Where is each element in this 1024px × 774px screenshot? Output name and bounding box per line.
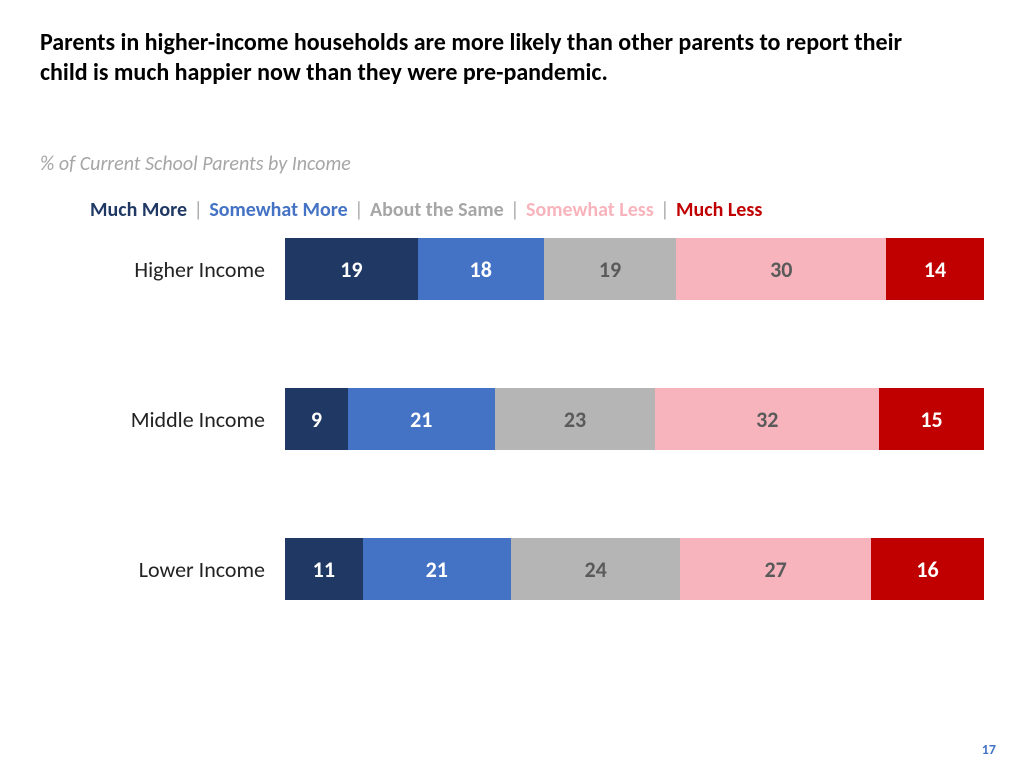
bar-segment: 16 <box>871 538 984 600</box>
bar-segment: 32 <box>655 388 879 450</box>
bar-higher-income: 19 18 19 30 14 <box>285 238 984 300</box>
bar-lower-income: 11 21 24 27 16 <box>285 538 984 600</box>
bar-segment: 15 <box>879 388 984 450</box>
legend-separator: | <box>192 198 205 222</box>
row-label-higher-income: Higher Income <box>40 256 285 283</box>
legend-separator: | <box>352 198 365 222</box>
bar-segment: 21 <box>363 538 511 600</box>
bar-segment: 27 <box>680 538 871 600</box>
bar-segment: 24 <box>511 538 680 600</box>
stacked-bar-chart: Higher Income 19 18 19 30 14 Middle Inco… <box>40 238 984 600</box>
chart-row: Lower Income 11 21 24 27 16 <box>40 538 984 600</box>
legend-item-somewhat-less: Somewhat Less <box>526 198 654 222</box>
legend-item-much-more: Much More <box>90 198 187 222</box>
bar-middle-income: 9 21 23 32 15 <box>285 388 984 450</box>
legend-separator: | <box>658 198 671 222</box>
bar-segment: 19 <box>544 238 677 300</box>
chart-row: Middle Income 9 21 23 32 15 <box>40 388 984 450</box>
legend-item-much-less: Much Less <box>676 198 762 222</box>
bar-segment: 21 <box>348 388 495 450</box>
legend-separator: | <box>508 198 521 222</box>
legend-item-about-same: About the Same <box>370 198 504 222</box>
bar-segment: 14 <box>886 238 984 300</box>
bar-segment: 11 <box>285 538 363 600</box>
slide: Parents in higher-income households are … <box>0 0 1024 774</box>
row-label-lower-income: Lower Income <box>40 556 285 583</box>
bar-segment: 19 <box>285 238 418 300</box>
chart-row: Higher Income 19 18 19 30 14 <box>40 238 984 300</box>
legend-item-somewhat-more: Somewhat More <box>209 198 347 222</box>
slide-subtitle: % of Current School Parents by Income <box>40 152 984 176</box>
page-number: 17 <box>982 741 996 758</box>
slide-title: Parents in higher-income households are … <box>40 28 940 88</box>
bar-segment: 9 <box>285 388 348 450</box>
bar-segment: 23 <box>495 388 656 450</box>
bar-segment: 18 <box>418 238 544 300</box>
chart-legend: Much More | Somewhat More | About the Sa… <box>90 198 984 222</box>
row-label-middle-income: Middle Income <box>40 406 285 433</box>
bar-segment: 30 <box>676 238 886 300</box>
